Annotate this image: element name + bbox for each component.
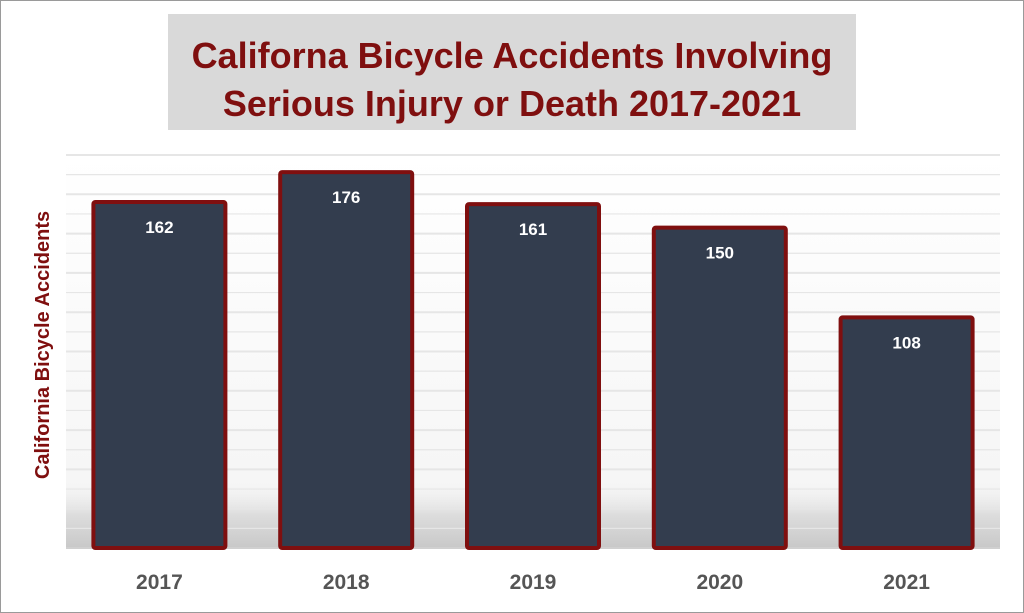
chart-title-line2: Serious Injury or Death 2017-2021 <box>222 83 802 124</box>
x-tick-label-2017: 2017 <box>136 571 183 594</box>
x-tick-label-2020: 2020 <box>696 571 743 594</box>
data-label-2017: 162 <box>145 218 173 237</box>
data-label-2020: 150 <box>706 244 734 263</box>
bar-2020 <box>651 225 788 550</box>
data-label-2018: 176 <box>332 188 360 207</box>
x-tick-label-2019: 2019 <box>510 571 557 594</box>
bar-2017 <box>91 199 228 550</box>
bar-2018 <box>278 170 415 551</box>
x-tick-label-2018: 2018 <box>323 571 370 594</box>
chart-title-line1: Californa Bicycle Accidents Involving <box>191 35 833 76</box>
bar-2021 <box>838 315 975 550</box>
data-label-2019: 161 <box>519 220 547 239</box>
chart-title-box: Californa Bicycle Accidents Involving Se… <box>168 14 856 130</box>
bar-2019 <box>465 202 601 550</box>
data-label-2021: 108 <box>892 333 920 352</box>
x-tick-label-2021: 2021 <box>883 571 930 594</box>
